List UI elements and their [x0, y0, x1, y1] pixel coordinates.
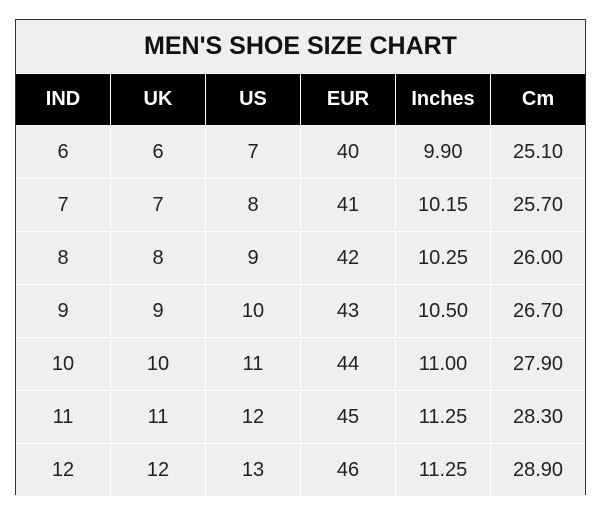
table-cell: 45 — [301, 391, 396, 444]
table-cell: 26.70 — [491, 285, 585, 338]
table-row: 7 7 8 41 10.15 25.70 — [16, 179, 585, 232]
header-row: IND UK US EUR Inches Cm — [16, 74, 585, 126]
table-cell: 12 — [206, 391, 301, 444]
column-header: Cm — [491, 74, 585, 126]
table-body: 6 6 7 40 9.90 25.10 7 7 8 41 10.15 25.70 8 8 9 42 10.25 2… — [16, 126, 585, 497]
column-header: US — [206, 74, 301, 126]
table-cell: 8 — [206, 179, 301, 232]
table-cell: 40 — [301, 126, 396, 179]
table-cell: 9 — [206, 232, 301, 285]
table-row: 8 8 9 42 10.25 26.00 — [16, 232, 585, 285]
table-title: MEN'S SHOE SIZE CHART — [16, 20, 585, 74]
column-header: UK — [111, 74, 206, 126]
table-cell: 44 — [301, 338, 396, 391]
table-cell: 11 — [16, 391, 111, 444]
table-row: 9 9 10 43 10.50 26.70 — [16, 285, 585, 338]
table-row: 12 12 13 46 11.25 28.90 — [16, 444, 585, 497]
table-cell: 10.15 — [396, 179, 491, 232]
table-cell: 11.00 — [396, 338, 491, 391]
table-cell: 11.25 — [396, 444, 491, 497]
table-cell: 10.50 — [396, 285, 491, 338]
table-cell: 27.90 — [491, 338, 585, 391]
table-cell: 11 — [206, 338, 301, 391]
table-row: 6 6 7 40 9.90 25.10 — [16, 126, 585, 179]
table-cell: 9 — [111, 285, 206, 338]
table-cell: 11 — [111, 391, 206, 444]
table-cell: 7 — [16, 179, 111, 232]
column-header: EUR — [301, 74, 396, 126]
table-cell: 43 — [301, 285, 396, 338]
table-cell: 10 — [16, 338, 111, 391]
table-cell: 7 — [111, 179, 206, 232]
table-row: 11 11 12 45 11.25 28.30 — [16, 391, 585, 444]
column-header: IND — [16, 74, 111, 126]
size-chart-table: MEN'S SHOE SIZE CHART IND UK US EUR Inches Cm… — [15, 19, 586, 497]
table-cell: 46 — [301, 444, 396, 497]
table-cell: 8 — [111, 232, 206, 285]
table-cell: 10 — [206, 285, 301, 338]
table-cell: 25.70 — [491, 179, 585, 232]
table-cell: 28.90 — [491, 444, 585, 497]
table-cell: 10.25 — [396, 232, 491, 285]
table-cell: 6 — [16, 126, 111, 179]
table-cell: 28.30 — [491, 391, 585, 444]
table-cell: 42 — [301, 232, 396, 285]
column-header: Inches — [396, 74, 491, 126]
table-cell: 13 — [206, 444, 301, 497]
table-cell: 12 — [16, 444, 111, 497]
table-cell: 9 — [16, 285, 111, 338]
table-row: 10 10 11 44 11.00 27.90 — [16, 338, 585, 391]
table-cell: 8 — [16, 232, 111, 285]
table-cell: 26.00 — [491, 232, 585, 285]
table-cell: 9.90 — [396, 126, 491, 179]
table-cell: 7 — [206, 126, 301, 179]
table-cell: 41 — [301, 179, 396, 232]
table-cell: 25.10 — [491, 126, 585, 179]
table-cell: 6 — [111, 126, 206, 179]
table-cell: 12 — [111, 444, 206, 497]
table-cell: 11.25 — [396, 391, 491, 444]
table-cell: 10 — [111, 338, 206, 391]
